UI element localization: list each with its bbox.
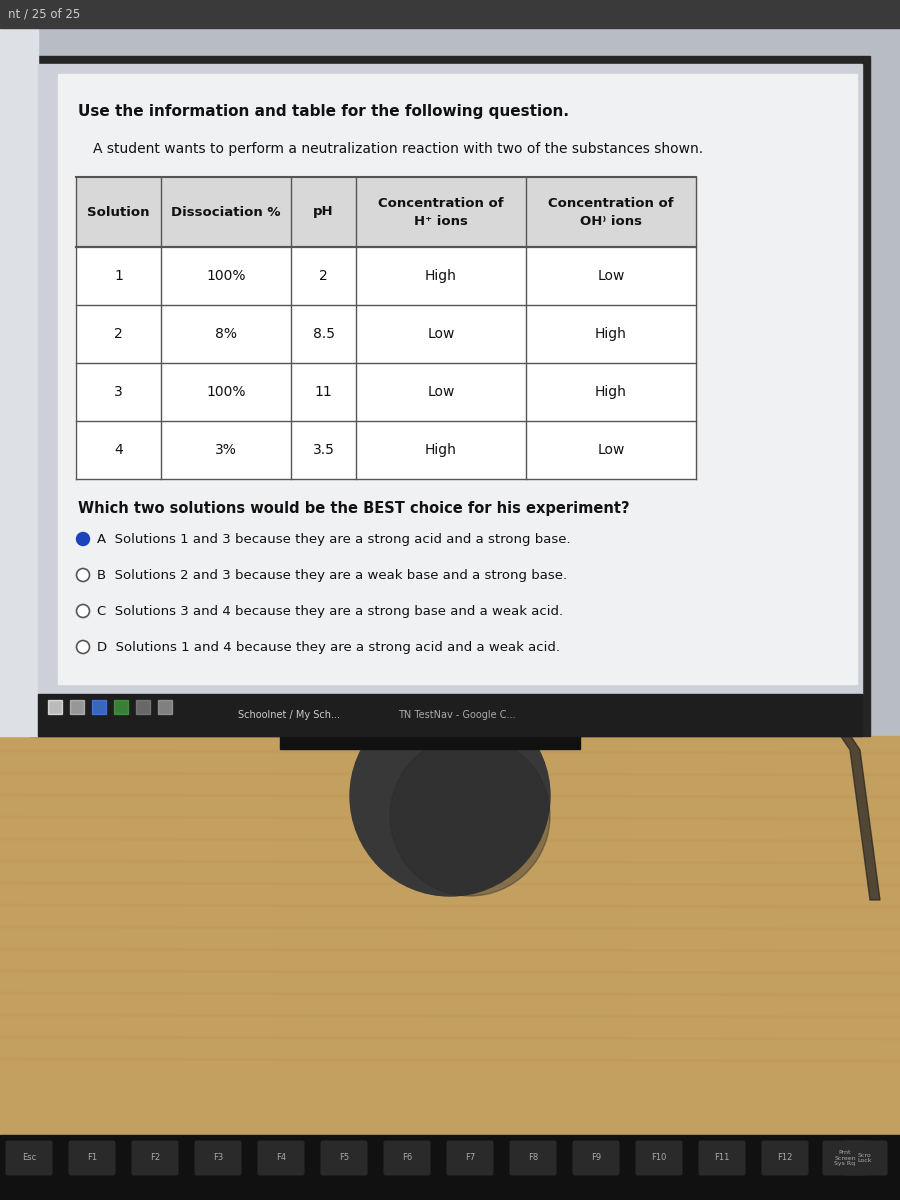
FancyBboxPatch shape (843, 1141, 887, 1175)
FancyBboxPatch shape (823, 1141, 867, 1175)
Text: D  Solutions 1 and 4 because they are a strong acid and a weak acid.: D Solutions 1 and 4 because they are a s… (97, 641, 560, 654)
Bar (280, 731, 580, 749)
Bar (48, 700, 62, 714)
Bar (76, 176, 696, 479)
FancyBboxPatch shape (510, 1141, 556, 1175)
Text: Low: Low (598, 269, 625, 283)
Text: 100%: 100% (206, 385, 246, 398)
Circle shape (76, 641, 89, 654)
Ellipse shape (350, 696, 550, 896)
Text: F6: F6 (402, 1153, 412, 1163)
Text: Concentration of: Concentration of (378, 197, 504, 210)
Text: F9: F9 (591, 1153, 601, 1163)
Text: 2: 2 (320, 269, 328, 283)
Text: Solution: Solution (87, 205, 149, 218)
Text: H⁺ ions: H⁺ ions (414, 215, 468, 228)
Bar (158, 700, 172, 714)
Text: 3: 3 (114, 385, 123, 398)
FancyBboxPatch shape (258, 1141, 304, 1175)
Bar (70, 700, 84, 714)
Bar (58, 74, 857, 684)
FancyBboxPatch shape (195, 1141, 241, 1175)
Text: 3%: 3% (215, 443, 237, 457)
Text: 3.5: 3.5 (312, 443, 335, 457)
Text: Low: Low (428, 326, 454, 341)
Text: Prnt
Screen
Sys Rq: Prnt Screen Sys Rq (834, 1150, 856, 1166)
FancyBboxPatch shape (447, 1141, 493, 1175)
FancyBboxPatch shape (69, 1141, 115, 1175)
FancyBboxPatch shape (6, 1141, 52, 1175)
Text: pH: pH (313, 205, 334, 218)
Text: B  Solutions 2 and 3 because they are a weak base and a strong base.: B Solutions 2 and 3 because they are a w… (97, 569, 567, 582)
Text: A student wants to perform a neutralization reaction with two of the substances : A student wants to perform a neutralizat… (93, 142, 703, 156)
Text: 2: 2 (114, 326, 123, 341)
Polygon shape (410, 736, 490, 746)
Text: High: High (595, 326, 627, 341)
Circle shape (76, 533, 89, 546)
Bar (136, 700, 150, 714)
Text: High: High (595, 385, 627, 398)
FancyBboxPatch shape (762, 1141, 808, 1175)
Polygon shape (830, 720, 880, 900)
Text: Use the information and table for the following question.: Use the information and table for the fo… (78, 104, 569, 119)
Bar (38, 694, 862, 736)
Text: F12: F12 (778, 1153, 793, 1163)
Bar (0, 736, 900, 1200)
Text: Schoolnet / My Sch...: Schoolnet / My Sch... (238, 710, 340, 720)
Text: TN TestNav - Google C...: TN TestNav - Google C... (398, 710, 516, 720)
Bar (30, 56, 870, 736)
Bar (76, 176, 696, 247)
Text: 11: 11 (315, 385, 332, 398)
Text: 100%: 100% (206, 269, 246, 283)
FancyBboxPatch shape (636, 1141, 682, 1175)
Text: High: High (425, 443, 457, 457)
Text: F5: F5 (339, 1153, 349, 1163)
Text: F7: F7 (465, 1153, 475, 1163)
Text: Low: Low (428, 385, 454, 398)
Text: F3: F3 (213, 1153, 223, 1163)
Text: nt / 25 of 25: nt / 25 of 25 (8, 7, 80, 20)
FancyBboxPatch shape (699, 1141, 745, 1175)
FancyBboxPatch shape (132, 1141, 178, 1175)
Text: Low: Low (598, 443, 625, 457)
Bar (38, 64, 862, 694)
Text: F2: F2 (150, 1153, 160, 1163)
Text: Dissociation %: Dissociation % (171, 205, 281, 218)
FancyBboxPatch shape (321, 1141, 367, 1175)
Text: OH⁾ ions: OH⁾ ions (580, 215, 642, 228)
FancyBboxPatch shape (384, 1141, 430, 1175)
FancyBboxPatch shape (573, 1141, 619, 1175)
Text: F4: F4 (276, 1153, 286, 1163)
Text: 8%: 8% (215, 326, 237, 341)
Bar (0, 1135, 900, 1200)
Text: 8.5: 8.5 (312, 326, 335, 341)
Bar (114, 700, 128, 714)
Circle shape (76, 569, 89, 582)
Text: C  Solutions 3 and 4 because they are a strong base and a weak acid.: C Solutions 3 and 4 because they are a s… (97, 605, 563, 618)
Bar (0, 0, 900, 28)
Bar (0, 28, 38, 736)
Text: 4: 4 (114, 443, 123, 457)
Text: Esc: Esc (22, 1153, 36, 1163)
Circle shape (76, 605, 89, 618)
Text: 1: 1 (114, 269, 123, 283)
Bar (92, 700, 106, 714)
Text: F11: F11 (715, 1153, 730, 1163)
Text: F1: F1 (87, 1153, 97, 1163)
Ellipse shape (390, 736, 550, 896)
Text: F8: F8 (528, 1153, 538, 1163)
Text: Which two solutions would be the BEST choice for his experiment?: Which two solutions would be the BEST ch… (78, 502, 630, 516)
Text: Concentration of: Concentration of (548, 197, 674, 210)
Text: Scro
Lock: Scro Lock (858, 1152, 872, 1164)
Text: High: High (425, 269, 457, 283)
Text: F10: F10 (652, 1153, 667, 1163)
Text: A  Solutions 1 and 3 because they are a strong acid and a strong base.: A Solutions 1 and 3 because they are a s… (97, 533, 571, 546)
